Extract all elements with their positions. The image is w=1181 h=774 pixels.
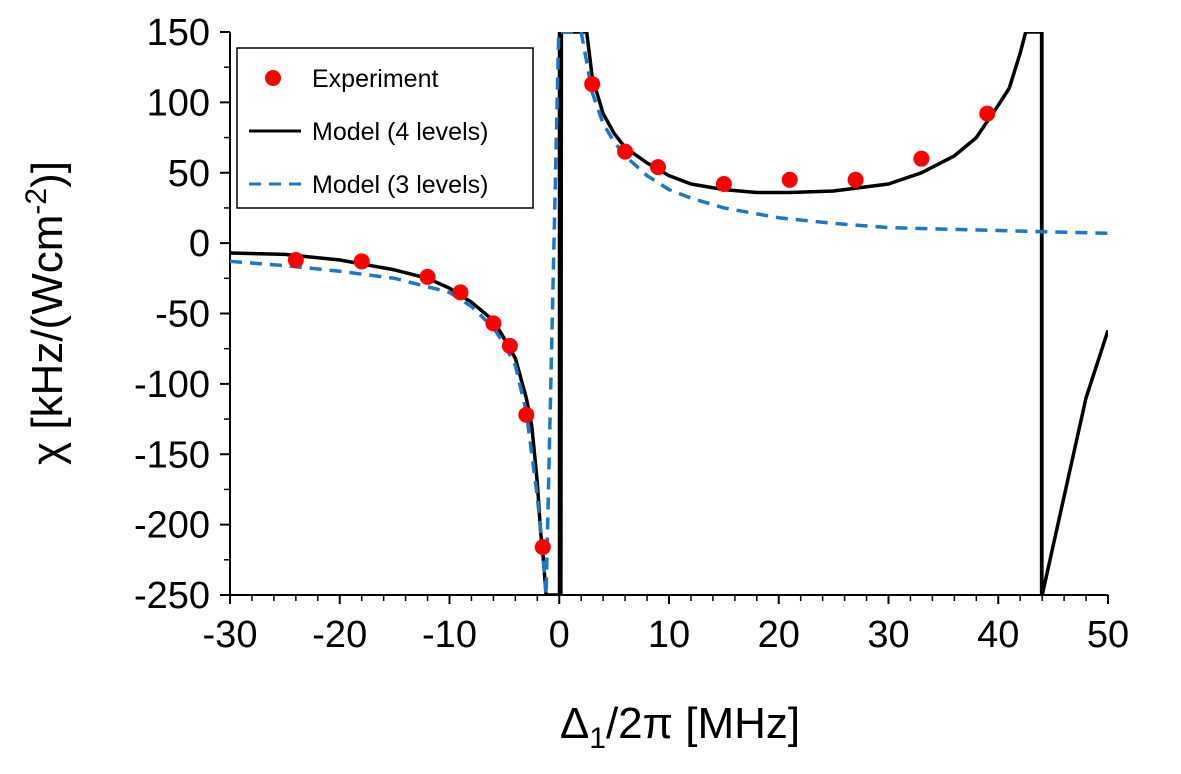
legend-box xyxy=(236,47,534,209)
experiment-point xyxy=(419,268,436,285)
experiment-point xyxy=(485,315,502,332)
y-axis-title-superscript: -2 xyxy=(20,188,53,215)
x-tick-label: -30 xyxy=(203,614,258,656)
x-axis-title-main: Δ xyxy=(560,699,589,748)
experiment-point xyxy=(584,76,601,93)
experiment-point xyxy=(847,171,864,188)
y-tick-label: 0 xyxy=(189,223,210,265)
y-tick-label: 50 xyxy=(168,153,210,195)
experiment-point xyxy=(979,105,996,122)
y-axis-title-rest: )] xyxy=(23,161,72,188)
x-tick-label: 10 xyxy=(648,614,690,656)
y-axis-title-main: χ [kHz/(Wcm xyxy=(23,215,72,465)
legend-label: Experiment xyxy=(312,65,438,93)
legend-label: Model (4 levels) xyxy=(312,118,488,146)
legend-marker-experiment xyxy=(265,70,281,86)
y-axis-title: χ [kHz/(Wcm-2)] xyxy=(20,161,72,465)
experiment-point xyxy=(518,406,535,423)
x-axis-title: Δ1/2π [MHz] xyxy=(560,699,800,755)
experiment-point xyxy=(287,252,304,269)
experiment-point xyxy=(715,176,732,193)
x-tick-label: 40 xyxy=(977,614,1019,656)
experiment-point xyxy=(913,150,930,167)
experiment-point xyxy=(534,539,551,556)
y-tick-label: -100 xyxy=(134,364,210,406)
experiment-point xyxy=(781,171,798,188)
y-tick-label: -250 xyxy=(134,575,210,617)
y-tick-label: 150 xyxy=(147,12,210,54)
legend-label: Model (3 levels) xyxy=(312,171,488,199)
x-tick-label: -20 xyxy=(312,614,367,656)
x-tick-label: -10 xyxy=(422,614,477,656)
y-tick-label: -150 xyxy=(134,434,210,476)
x-tick-label: 30 xyxy=(867,614,909,656)
experiment-point xyxy=(650,159,667,176)
x-tick-label: 0 xyxy=(549,614,570,656)
y-tick-label: -200 xyxy=(134,505,210,547)
x-axis-title-subscript: 1 xyxy=(589,722,606,755)
experiment-point xyxy=(501,337,518,354)
y-tick-label: -50 xyxy=(155,294,210,336)
x-tick-label: 20 xyxy=(758,614,800,656)
x-axis-title-rest: /2π [MHz] xyxy=(606,699,800,748)
experiment-point xyxy=(353,253,370,270)
x-tick-label: 50 xyxy=(1087,614,1129,656)
series-line-model-4-levels- xyxy=(230,32,1108,595)
experiment-point xyxy=(617,143,634,160)
experiment-point xyxy=(452,284,469,301)
y-tick-label: 100 xyxy=(147,82,210,124)
